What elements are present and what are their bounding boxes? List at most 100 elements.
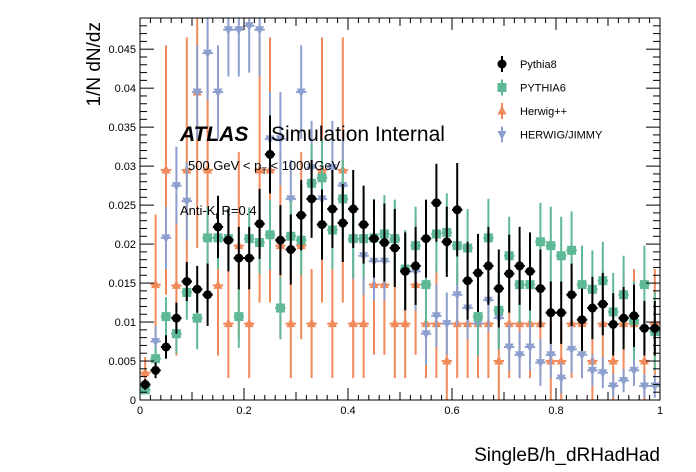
data-point	[535, 284, 545, 294]
data-point	[255, 26, 265, 36]
atlas-sublabel: Simulation Internal	[271, 123, 445, 146]
data-point	[639, 355, 649, 365]
data-point	[598, 369, 608, 379]
y-tick-label: 0.045	[108, 44, 136, 56]
legend-label: Pythia8	[520, 59, 557, 71]
data-point	[546, 351, 556, 361]
data-point	[286, 245, 296, 255]
legend-marker	[497, 105, 507, 115]
series-layer	[140, 18, 660, 400]
data-point	[327, 164, 337, 174]
data-point	[629, 311, 639, 321]
data-point	[348, 318, 358, 328]
data-point	[359, 220, 369, 230]
data-point	[452, 205, 462, 215]
data-point	[223, 318, 233, 328]
data-point	[650, 323, 660, 333]
data-point	[140, 367, 150, 377]
data-point	[598, 299, 608, 309]
data-point	[234, 26, 244, 36]
jet-algo-subscript: t	[215, 211, 218, 221]
data-point	[431, 198, 441, 208]
data-point	[567, 245, 577, 255]
data-point	[171, 279, 181, 289]
y-tick-label: 0.005	[108, 356, 136, 368]
data-point	[504, 343, 514, 353]
data-point	[608, 382, 618, 392]
data-point	[182, 197, 192, 207]
y-tick-label: 0.02	[115, 239, 136, 251]
data-point	[327, 204, 337, 214]
data-point	[577, 315, 587, 325]
legend-label: PYTHIA6	[520, 83, 566, 95]
data-point	[244, 253, 254, 263]
data-point	[452, 291, 462, 301]
data-point	[567, 345, 577, 355]
data-point	[192, 284, 202, 294]
data-point	[171, 313, 181, 323]
data-point	[369, 234, 379, 244]
data-point	[161, 234, 171, 244]
data-point	[556, 374, 566, 384]
data-point	[151, 365, 161, 375]
data-point	[431, 312, 441, 322]
data-point	[171, 182, 181, 192]
y-tick-label: 0.03	[115, 161, 136, 173]
legend-marker	[497, 131, 507, 140]
legend-marker	[497, 59, 507, 69]
data-point	[317, 173, 327, 183]
data-point	[182, 277, 192, 287]
data-point	[619, 313, 629, 323]
y-tick-label: 0	[130, 395, 136, 407]
data-point	[151, 354, 161, 364]
data-point	[515, 261, 525, 271]
data-point	[504, 318, 514, 328]
x-tick-label: 0.8	[548, 405, 563, 417]
data-point	[400, 318, 410, 328]
data-point	[255, 164, 265, 174]
data-point	[525, 343, 535, 353]
legend-marker	[497, 83, 507, 92]
data-point	[213, 222, 223, 232]
data-point	[317, 220, 327, 230]
data-point	[275, 303, 285, 313]
data-point	[442, 320, 452, 330]
data-point	[234, 312, 244, 322]
data-point	[213, 88, 223, 98]
data-point	[639, 382, 649, 392]
legend-entry: Herwig++	[497, 103, 567, 119]
data-point	[265, 230, 275, 240]
data-point	[577, 280, 587, 290]
data-point	[244, 22, 254, 32]
data-point	[213, 279, 223, 289]
data-point	[307, 194, 317, 204]
data-point	[151, 338, 161, 348]
data-point	[338, 218, 348, 228]
data-point	[567, 290, 577, 300]
data-point	[421, 234, 431, 244]
x-tick-label: 0.4	[340, 405, 355, 417]
data-point	[483, 261, 493, 271]
data-point	[151, 279, 161, 289]
data-point	[546, 241, 556, 251]
data-point	[379, 238, 389, 248]
data-point	[473, 268, 483, 278]
x-axis-title: SingleB/h_dRHadHad	[474, 445, 660, 466]
data-point	[494, 355, 504, 365]
data-point	[390, 318, 400, 328]
data-point	[286, 318, 296, 328]
data-point	[192, 88, 202, 98]
y-tick-label: 0.01	[115, 317, 136, 329]
data-point	[203, 164, 213, 174]
data-point	[411, 261, 421, 271]
y-tick-label: 0.04	[115, 83, 136, 95]
data-point	[619, 377, 629, 387]
data-point	[265, 149, 275, 159]
data-point	[161, 342, 171, 352]
atlas-label: ATLAS	[179, 123, 248, 146]
x-tick-label: 0.6	[444, 405, 459, 417]
pt-range-text-end: < 1000 GeV	[267, 158, 341, 173]
data-point	[463, 276, 473, 286]
data-point	[203, 49, 213, 59]
data-point	[203, 290, 213, 300]
